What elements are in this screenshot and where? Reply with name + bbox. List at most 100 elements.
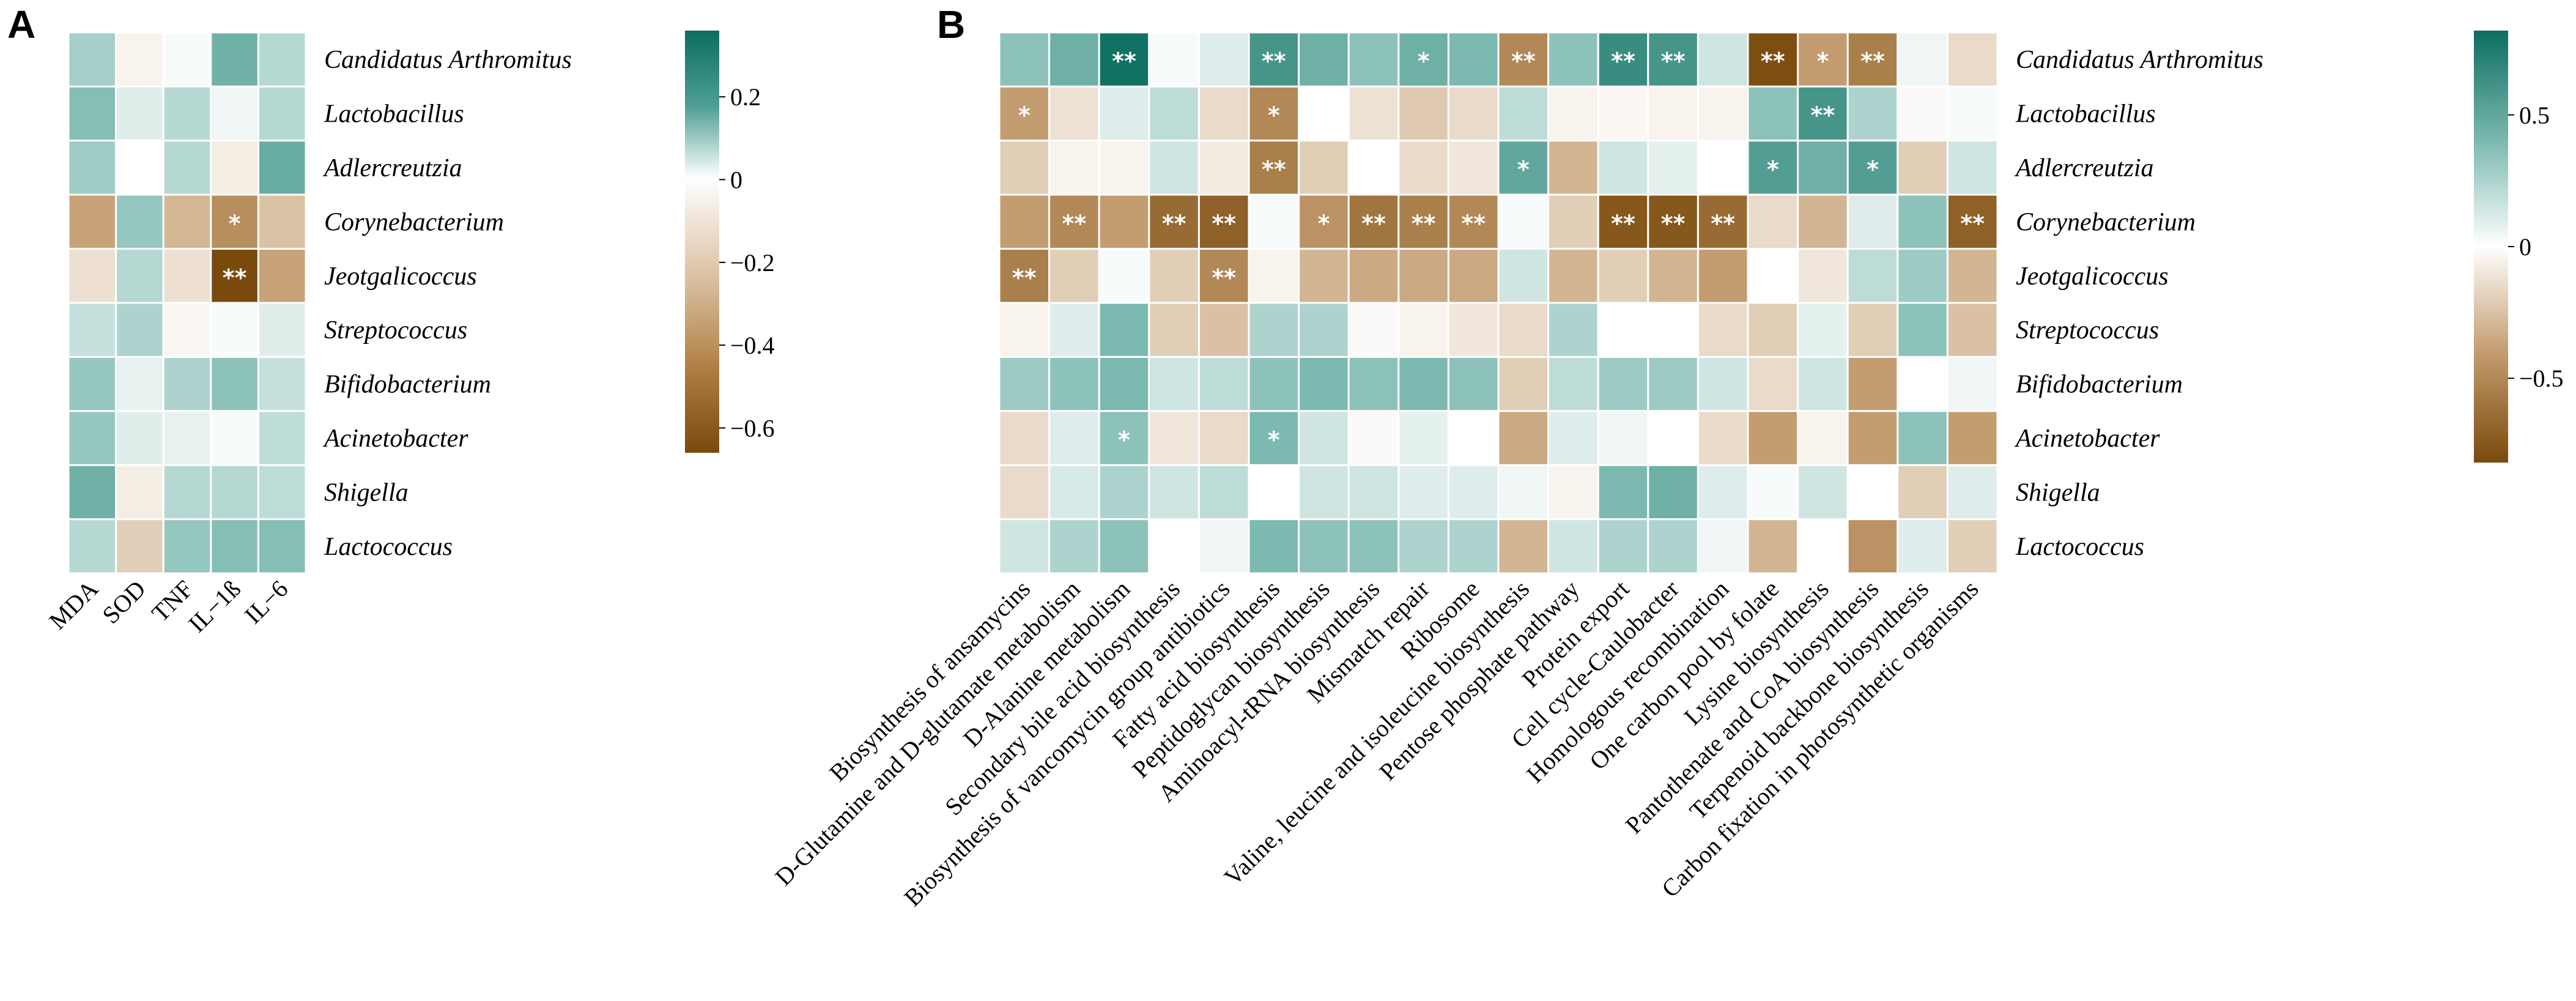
row-label: Shigella xyxy=(324,478,409,507)
heatmap-cell xyxy=(1347,140,1400,196)
heatmap-cell xyxy=(67,518,117,575)
heatmap-cell xyxy=(998,140,1051,196)
heatmap-cell xyxy=(998,355,1051,412)
heatmap-cell xyxy=(1098,302,1150,358)
heatmap-cell xyxy=(1248,518,1300,575)
heatmap-cell xyxy=(115,355,165,412)
heatmap-cell xyxy=(1148,518,1200,575)
heatmap-cell xyxy=(1298,518,1350,575)
significance-star: ** xyxy=(1012,264,1037,291)
colorbar-tick-label: 0 xyxy=(2519,233,2531,261)
column-label: IL−6 xyxy=(239,575,294,630)
heatmap-cell xyxy=(1497,140,1550,196)
heatmap-cell xyxy=(1547,464,1599,521)
row-label: Bifidobacterium xyxy=(2016,371,2183,399)
heatmap-cell xyxy=(1048,193,1100,250)
heatmap-cell xyxy=(1048,248,1100,304)
heatmap-cell xyxy=(1797,193,1849,250)
heatmap-cell xyxy=(1946,464,1999,521)
heatmap-cell xyxy=(1197,140,1250,196)
heatmap-cell xyxy=(115,302,165,358)
heatmap-cell xyxy=(1647,518,1699,575)
heatmap-cell xyxy=(162,518,212,575)
heatmap-cell xyxy=(998,193,1051,250)
heatmap-cell xyxy=(1547,248,1599,304)
heatmap-cell xyxy=(210,193,259,250)
heatmap-cell xyxy=(1347,248,1400,304)
heatmap-cell xyxy=(1447,410,1500,466)
heatmap-cell xyxy=(1298,140,1350,196)
heatmap-cell xyxy=(1347,302,1400,358)
heatmap-cell xyxy=(1897,410,1949,466)
heatmap-cell xyxy=(1647,31,1699,87)
heatmap-cell xyxy=(1747,464,1799,521)
heatmap-cell xyxy=(1447,355,1500,412)
heatmap-cell xyxy=(1197,193,1250,250)
heatmap-cell xyxy=(257,31,307,87)
heatmap-cell xyxy=(1098,85,1150,142)
heatmap-cell xyxy=(1946,140,1999,196)
heatmap-cell xyxy=(1447,464,1500,521)
heatmap-cell xyxy=(1248,302,1300,358)
heatmap-cell xyxy=(1347,31,1400,87)
heatmap-cell xyxy=(162,248,212,304)
heatmap-cell xyxy=(67,464,117,521)
heatmap-cell xyxy=(162,410,212,466)
significance-star: ** xyxy=(1761,48,1785,75)
significance-star: ** xyxy=(1661,48,1686,75)
significance-star: * xyxy=(1517,156,1530,183)
heatmap-cell xyxy=(1397,518,1449,575)
heatmap-cell xyxy=(115,85,165,142)
significance-star: ** xyxy=(1860,48,1885,75)
heatmap-cell xyxy=(1797,85,1849,142)
heatmap-cell xyxy=(162,85,212,142)
heatmap-cell xyxy=(1547,355,1599,412)
heatmap-cell xyxy=(1747,518,1799,575)
heatmap-cell xyxy=(1447,518,1500,575)
heatmap-cell xyxy=(1397,193,1449,250)
heatmap-cell xyxy=(1447,302,1500,358)
heatmap-cell xyxy=(1148,410,1200,466)
colorbar-a xyxy=(685,31,719,453)
row-label: Bifidobacterium xyxy=(324,371,491,399)
significance-star: ** xyxy=(1262,156,1286,183)
heatmap-cell xyxy=(67,302,117,358)
heatmap-cell xyxy=(1397,140,1449,196)
significance-star: ** xyxy=(1262,48,1286,75)
significance-star: ** xyxy=(1412,210,1436,237)
heatmap-cell xyxy=(1797,140,1849,196)
heatmap-cell xyxy=(1747,410,1799,466)
heatmap-cell xyxy=(1647,85,1699,142)
significance-star: * xyxy=(1418,48,1430,75)
heatmap-cell xyxy=(1797,518,1849,575)
heatmap-cell xyxy=(210,518,259,575)
heatmap-cell xyxy=(1497,302,1550,358)
heatmap-cell xyxy=(1946,302,1999,358)
heatmap-cell xyxy=(162,302,212,358)
heatmap-cell xyxy=(1647,464,1699,521)
heatmap-cell xyxy=(1397,355,1449,412)
heatmap-cell xyxy=(1747,193,1799,250)
heatmap-cell xyxy=(1447,193,1500,250)
significance-star: * xyxy=(1268,102,1280,129)
row-label: Lactococcus xyxy=(2015,533,2144,561)
heatmap-cell xyxy=(1647,410,1699,466)
heatmap-cell xyxy=(1547,193,1599,250)
significance-star: ** xyxy=(1811,102,1835,129)
column-label: MDA xyxy=(43,575,103,634)
heatmap-cell xyxy=(1647,248,1699,304)
heatmap-cell xyxy=(1846,302,1899,358)
row-label: Streptococcus xyxy=(324,316,467,344)
heatmap-cell xyxy=(1048,85,1100,142)
significance-star: ** xyxy=(1112,48,1136,75)
heatmap-cell xyxy=(67,355,117,412)
heatmap-cell xyxy=(1197,85,1250,142)
heatmap-cell xyxy=(1846,248,1899,304)
row-label: Corynebacterium xyxy=(2016,208,2196,236)
heatmap-cell xyxy=(1347,518,1400,575)
heatmap-cell xyxy=(162,355,212,412)
significance-star: ** xyxy=(1511,48,1536,75)
significance-star: * xyxy=(229,210,241,237)
heatmap-cell xyxy=(1497,464,1550,521)
heatmap-cell xyxy=(1148,464,1200,521)
